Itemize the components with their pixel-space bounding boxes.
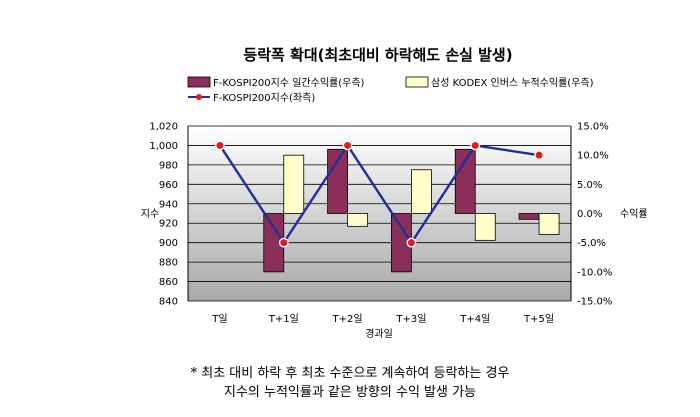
y-left-tick-label: 940 (159, 199, 178, 210)
y-right-tick-label: 5.0% (577, 180, 602, 191)
legend-label-daily-return: F-KOSPI200지수 일간수익률(우측) (213, 77, 365, 89)
legend-label-index: F-KOSPI200지수(좌측) (213, 92, 315, 104)
x-axis-ticks: T일 T+1일 T+2일 T+3일 T+4일 T+5일 (211, 313, 554, 325)
bar-daily-return (518, 213, 540, 220)
x-tick-label: T+4일 (459, 313, 490, 325)
index-line (215, 140, 544, 248)
y-left-tick-label: 920 (159, 219, 178, 230)
y-left-tick-label: 1,000 (149, 141, 178, 152)
y-right-tick-label: 0.0% (577, 209, 602, 220)
footnote-line-1: * 최초 대비 하락 후 최초 수준으로 계속하여 등락하는 경우 (190, 366, 510, 381)
x-tick-label: T+2일 (332, 313, 363, 325)
index-point (342, 140, 353, 151)
y-right-tick-label: -15.0% (577, 297, 612, 308)
bars (263, 148, 560, 273)
legend-label-inverse: 삼성 KODEX 인버스 누적수익률(우측) (431, 77, 594, 89)
x-tick-label: T+1일 (268, 313, 299, 325)
x-axis-label: 경과일 (365, 327, 393, 340)
chart: 등락폭 확대(최초대비 하락해도 손실 발생) F-KOSPI200지수 일간수… (141, 46, 648, 340)
index-point (278, 237, 289, 248)
plot-area (188, 126, 571, 301)
legend-marker-index (196, 94, 202, 100)
y-axis-right-label: 수익률 (620, 208, 648, 220)
index-line-path (218, 143, 540, 245)
index-point (470, 140, 481, 151)
y-left-tick-label: 880 (159, 258, 178, 269)
legend-swatch-daily-return (187, 76, 211, 88)
y-left-tick-label: 900 (159, 238, 178, 249)
chart-title: 등락폭 확대(최초대비 하락해도 손실 발생) (243, 46, 512, 64)
y-left-tick-label: 840 (159, 297, 178, 308)
bar-inverse-return (538, 213, 560, 235)
x-tick-label: T+3일 (395, 313, 426, 325)
legend-swatch-inverse (405, 76, 429, 88)
bar-inverse-return (411, 169, 432, 214)
y-axis-left-label: 지수 (141, 208, 159, 220)
index-point (534, 150, 544, 161)
y-left-tick-label: 1,020 (149, 122, 178, 133)
y-axis-right-ticks: -15.0% -10.0% -5.0% 0.0% 5.0% 10.0% 15.0% (577, 122, 612, 308)
bar-inverse-return (474, 213, 496, 241)
x-tick-label: T+5일 (523, 313, 554, 325)
bar-daily-return (454, 148, 476, 214)
legend: F-KOSPI200지수 일간수익률(우측) 삼성 KODEX 인버스 누적수익… (187, 76, 594, 104)
bar-daily-return (327, 148, 348, 214)
gridlines (188, 125, 571, 302)
y-left-tick-label: 860 (159, 277, 178, 288)
y-right-tick-label: -10.0% (577, 267, 612, 278)
index-point (406, 237, 417, 248)
bar-inverse-return (283, 154, 305, 214)
y-right-tick-label: -5.0% (577, 238, 606, 249)
y-left-tick-label: 960 (159, 180, 178, 191)
x-tick-label: T일 (211, 313, 227, 325)
footnote-line-2: 지수의 누적익률과 같은 방향의 수익 발생 가능 (223, 385, 477, 400)
y-left-tick-label: 980 (159, 160, 178, 171)
bar-inverse-return (347, 213, 368, 227)
y-right-tick-label: 10.0% (577, 151, 609, 162)
y-right-tick-label: 15.0% (577, 122, 609, 133)
index-point (215, 140, 225, 151)
y-axis-left-ticks: 840 860 880 900 920 940 960 980 1,000 1,020 (149, 122, 178, 308)
